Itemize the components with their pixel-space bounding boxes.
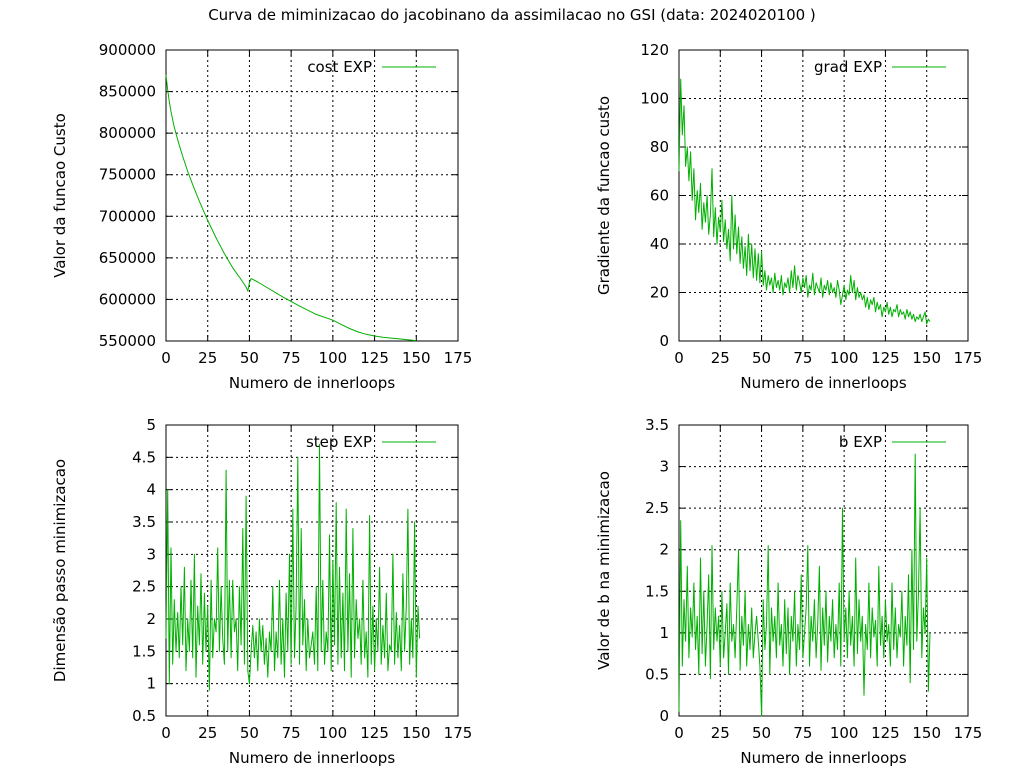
y-tick-label: 3 bbox=[146, 545, 156, 563]
x-tick-label: 0 bbox=[161, 724, 171, 742]
y-axis-label: Valor de b na minimizacao bbox=[595, 471, 613, 670]
series-line bbox=[165, 443, 421, 691]
x-tick-label: 75 bbox=[793, 724, 812, 742]
figure-title: Curva de miminizacao do jacobinano da as… bbox=[208, 6, 816, 24]
x-tick-label: 100 bbox=[830, 349, 859, 367]
x-axis-label: Numero de innerloops bbox=[740, 749, 906, 767]
y-tick-label: 3 bbox=[659, 458, 669, 476]
x-tick-label: 100 bbox=[319, 349, 348, 367]
x-axis-label: Numero de innerloops bbox=[229, 374, 395, 392]
x-tick-label: 25 bbox=[198, 724, 217, 742]
y-tick-label: 0 bbox=[659, 707, 669, 725]
y-tick-label: 900000 bbox=[99, 41, 156, 59]
y-tick-label: 1.5 bbox=[645, 582, 669, 600]
x-tick-label: 150 bbox=[402, 349, 431, 367]
y-tick-label: 4 bbox=[146, 481, 156, 499]
y-axis-label: Valor da funcao Custo bbox=[51, 113, 69, 278]
y-tick-label: 700000 bbox=[99, 207, 156, 225]
x-tick-label: 0 bbox=[674, 724, 684, 742]
series-line bbox=[678, 78, 931, 325]
x-tick-label: 150 bbox=[402, 724, 431, 742]
y-tick-label: 3.5 bbox=[645, 416, 669, 434]
x-tick-label: 100 bbox=[319, 724, 348, 742]
y-tick-label: 800000 bbox=[99, 124, 156, 142]
x-tick-label: 175 bbox=[444, 349, 473, 367]
x-tick-label: 75 bbox=[282, 724, 301, 742]
y-tick-label: 4.5 bbox=[132, 448, 156, 466]
x-tick-label: 75 bbox=[793, 349, 812, 367]
y-tick-label: 850000 bbox=[99, 83, 156, 101]
y-tick-label: 0.5 bbox=[645, 665, 669, 683]
x-tick-label: 150 bbox=[912, 349, 941, 367]
y-tick-label: 0.5 bbox=[132, 707, 156, 725]
plot-frame bbox=[678, 424, 969, 717]
x-axis-label: Numero de innerloops bbox=[740, 374, 906, 392]
y-tick-label: 40 bbox=[650, 235, 669, 253]
y-tick-label: 0 bbox=[659, 332, 669, 350]
legend-label: cost EXP bbox=[307, 58, 372, 76]
y-tick-label: 100 bbox=[640, 90, 669, 108]
y-tick-label: 1.5 bbox=[132, 642, 156, 660]
x-tick-label: 125 bbox=[360, 349, 389, 367]
y-axis-label: Gradiente da funcao custo bbox=[595, 96, 613, 295]
chart-panel-4: 0 25 50 75 100 125 150 175 0 0.5 1 1.5 2 2.5 3 3.5 Numer… bbox=[595, 416, 982, 767]
x-tick-label: 150 bbox=[912, 724, 941, 742]
x-tick-label: 50 bbox=[240, 724, 259, 742]
x-tick-label: 25 bbox=[711, 724, 730, 742]
x-tick-label: 50 bbox=[240, 349, 259, 367]
y-tick-label: 650000 bbox=[99, 249, 156, 267]
y-tick-label: 60 bbox=[650, 187, 669, 205]
x-tick-label: 100 bbox=[830, 724, 859, 742]
y-tick-label: 3.5 bbox=[132, 513, 156, 531]
y-tick-label: 1 bbox=[659, 624, 669, 642]
y-tick-label: 80 bbox=[650, 138, 669, 156]
chart-panel-3: 0 25 50 75 100 125 150 175 0.5 1 1.5 2 2.5 3 3.5 4 4.5 5 N… bbox=[51, 416, 472, 767]
x-tick-label: 175 bbox=[444, 724, 473, 742]
x-tick-label: 25 bbox=[711, 349, 730, 367]
y-tick-label: 5 bbox=[146, 416, 156, 434]
y-tick-label: 2.5 bbox=[645, 499, 669, 517]
legend-label: grad EXP bbox=[814, 58, 882, 76]
y-tick-label: 550000 bbox=[99, 332, 156, 350]
legend-label: b EXP bbox=[839, 433, 882, 451]
x-tick-label: 125 bbox=[360, 724, 389, 742]
x-tick-label: 175 bbox=[954, 724, 983, 742]
x-tick-label: 125 bbox=[871, 349, 900, 367]
y-tick-label: 1 bbox=[146, 675, 156, 693]
x-tick-label: 75 bbox=[282, 349, 301, 367]
x-tick-label: 0 bbox=[674, 349, 684, 367]
x-tick-label: 25 bbox=[198, 349, 217, 367]
x-tick-label: 125 bbox=[871, 724, 900, 742]
series-line bbox=[678, 453, 931, 717]
y-tick-label: 2.5 bbox=[132, 578, 156, 596]
plot-frame bbox=[165, 49, 459, 342]
x-tick-label: 50 bbox=[752, 724, 771, 742]
plot-frame bbox=[165, 424, 459, 717]
y-tick-label: 20 bbox=[650, 284, 669, 302]
chart-panel-1: 0 25 50 75 100 125 150 175 550000 600000 650000 700… bbox=[51, 41, 472, 392]
legend-label: step EXP bbox=[306, 433, 372, 451]
x-tick-label: 50 bbox=[752, 349, 771, 367]
y-tick-label: 2 bbox=[146, 610, 156, 628]
plot-frame bbox=[678, 49, 969, 342]
x-axis-label: Numero de innerloops bbox=[229, 749, 395, 767]
x-tick-label: 0 bbox=[161, 349, 171, 367]
y-tick-label: 600000 bbox=[99, 290, 156, 308]
series-line bbox=[165, 74, 417, 342]
y-axis-label: Dimensão passo minimizacao bbox=[51, 459, 69, 682]
x-tick-label: 175 bbox=[954, 349, 983, 367]
chart-panel-2: 0 25 50 75 100 125 150 175 0 20 40 60 80 100 120 Numero… bbox=[595, 41, 982, 392]
y-tick-label: 120 bbox=[640, 41, 669, 59]
y-tick-label: 750000 bbox=[99, 166, 156, 184]
y-tick-label: 2 bbox=[659, 541, 669, 559]
